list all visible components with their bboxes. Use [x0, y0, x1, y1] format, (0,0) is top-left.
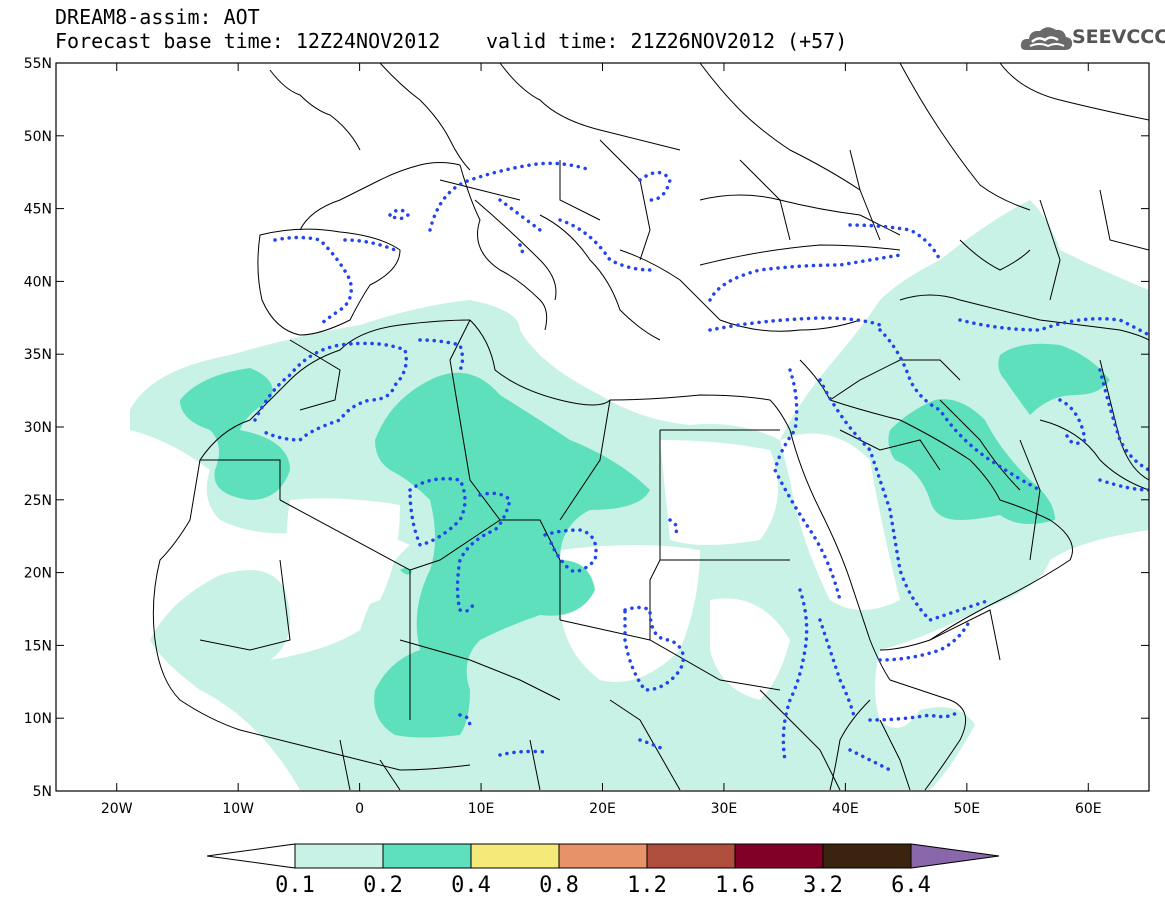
cloud-icon [1020, 27, 1073, 50]
lon-tick-label: 50E [953, 801, 980, 817]
aot-fill-mid [998, 343, 1110, 415]
logo-text: SEEVCCC [1072, 26, 1165, 48]
colorbar-swatch [382, 843, 472, 869]
colorbar-label: 6.4 [891, 873, 931, 898]
aot-dust-contours [253, 161, 1149, 772]
map-title: DREAM8-assim: AOT [55, 5, 260, 29]
latitude-ticks: 55N 50N 45N 40N 35N 30N 25N 20N 15N 10N 5N [24, 56, 1149, 800]
aot-hole [660, 440, 778, 545]
lat-tick-label: 45N [24, 202, 52, 218]
colorbar-label: 0.4 [451, 873, 491, 898]
colorbar-swatch [470, 843, 560, 869]
colorbar-swatch [294, 843, 384, 869]
coastlines [152, 63, 1149, 791]
colorbar-under-arrow [206, 843, 296, 869]
lat-tick-label: 35N [24, 347, 52, 363]
colorbar-swatch [822, 843, 912, 869]
lat-tick-label: 15N [24, 638, 52, 654]
colorbar-swatch [558, 843, 648, 869]
colorbar-label: 1.6 [715, 873, 755, 898]
lat-tick-label: 50N [24, 129, 52, 145]
lat-tick-label: 5N [33, 784, 52, 800]
colorbar-label: 0.1 [275, 873, 315, 898]
longitude-ticks: 20W 10W 0 10E 20E 30E 40E 50E 60E [101, 63, 1102, 817]
aot-hole [780, 433, 900, 610]
colorbar-label: 0.2 [363, 873, 403, 898]
valid-time: valid time: 21Z26NOV2012 (+57) [486, 29, 848, 53]
aot-hole [286, 498, 400, 614]
aot-hole [710, 598, 790, 700]
lon-tick-label: 10E [468, 801, 495, 817]
lat-tick-label: 40N [24, 274, 52, 290]
aot-fill-mid [374, 372, 650, 738]
lat-tick-label: 55N [24, 56, 52, 72]
lat-tick-label: 30N [24, 420, 52, 436]
lon-tick-label: 30E [711, 801, 738, 817]
colorbar-swatch [646, 843, 736, 869]
lon-tick-label: 10W [222, 801, 254, 817]
lon-tick-label: 0 [355, 801, 364, 817]
colorbar-swatch [734, 843, 824, 869]
lon-tick-label: 60E [1075, 801, 1102, 817]
lat-tick-label: 20N [24, 566, 52, 582]
colorbar-label: 1.2 [627, 873, 667, 898]
aot-fill-mid [180, 368, 290, 500]
colorbar-label: 0.8 [539, 873, 579, 898]
colorbar-over-arrow [910, 843, 1000, 869]
lat-tick-label: 25N [24, 493, 52, 509]
forecast-base-time: Forecast base time: 12Z24NOV2012 [55, 29, 441, 53]
lat-tick-label: 10N [24, 711, 52, 727]
lon-tick-label: 40E [832, 801, 859, 817]
lon-tick-label: 20E [589, 801, 616, 817]
colorbar-label: 3.2 [803, 873, 843, 898]
aot-hole [560, 545, 700, 682]
lon-tick-label: 20W [101, 801, 133, 817]
